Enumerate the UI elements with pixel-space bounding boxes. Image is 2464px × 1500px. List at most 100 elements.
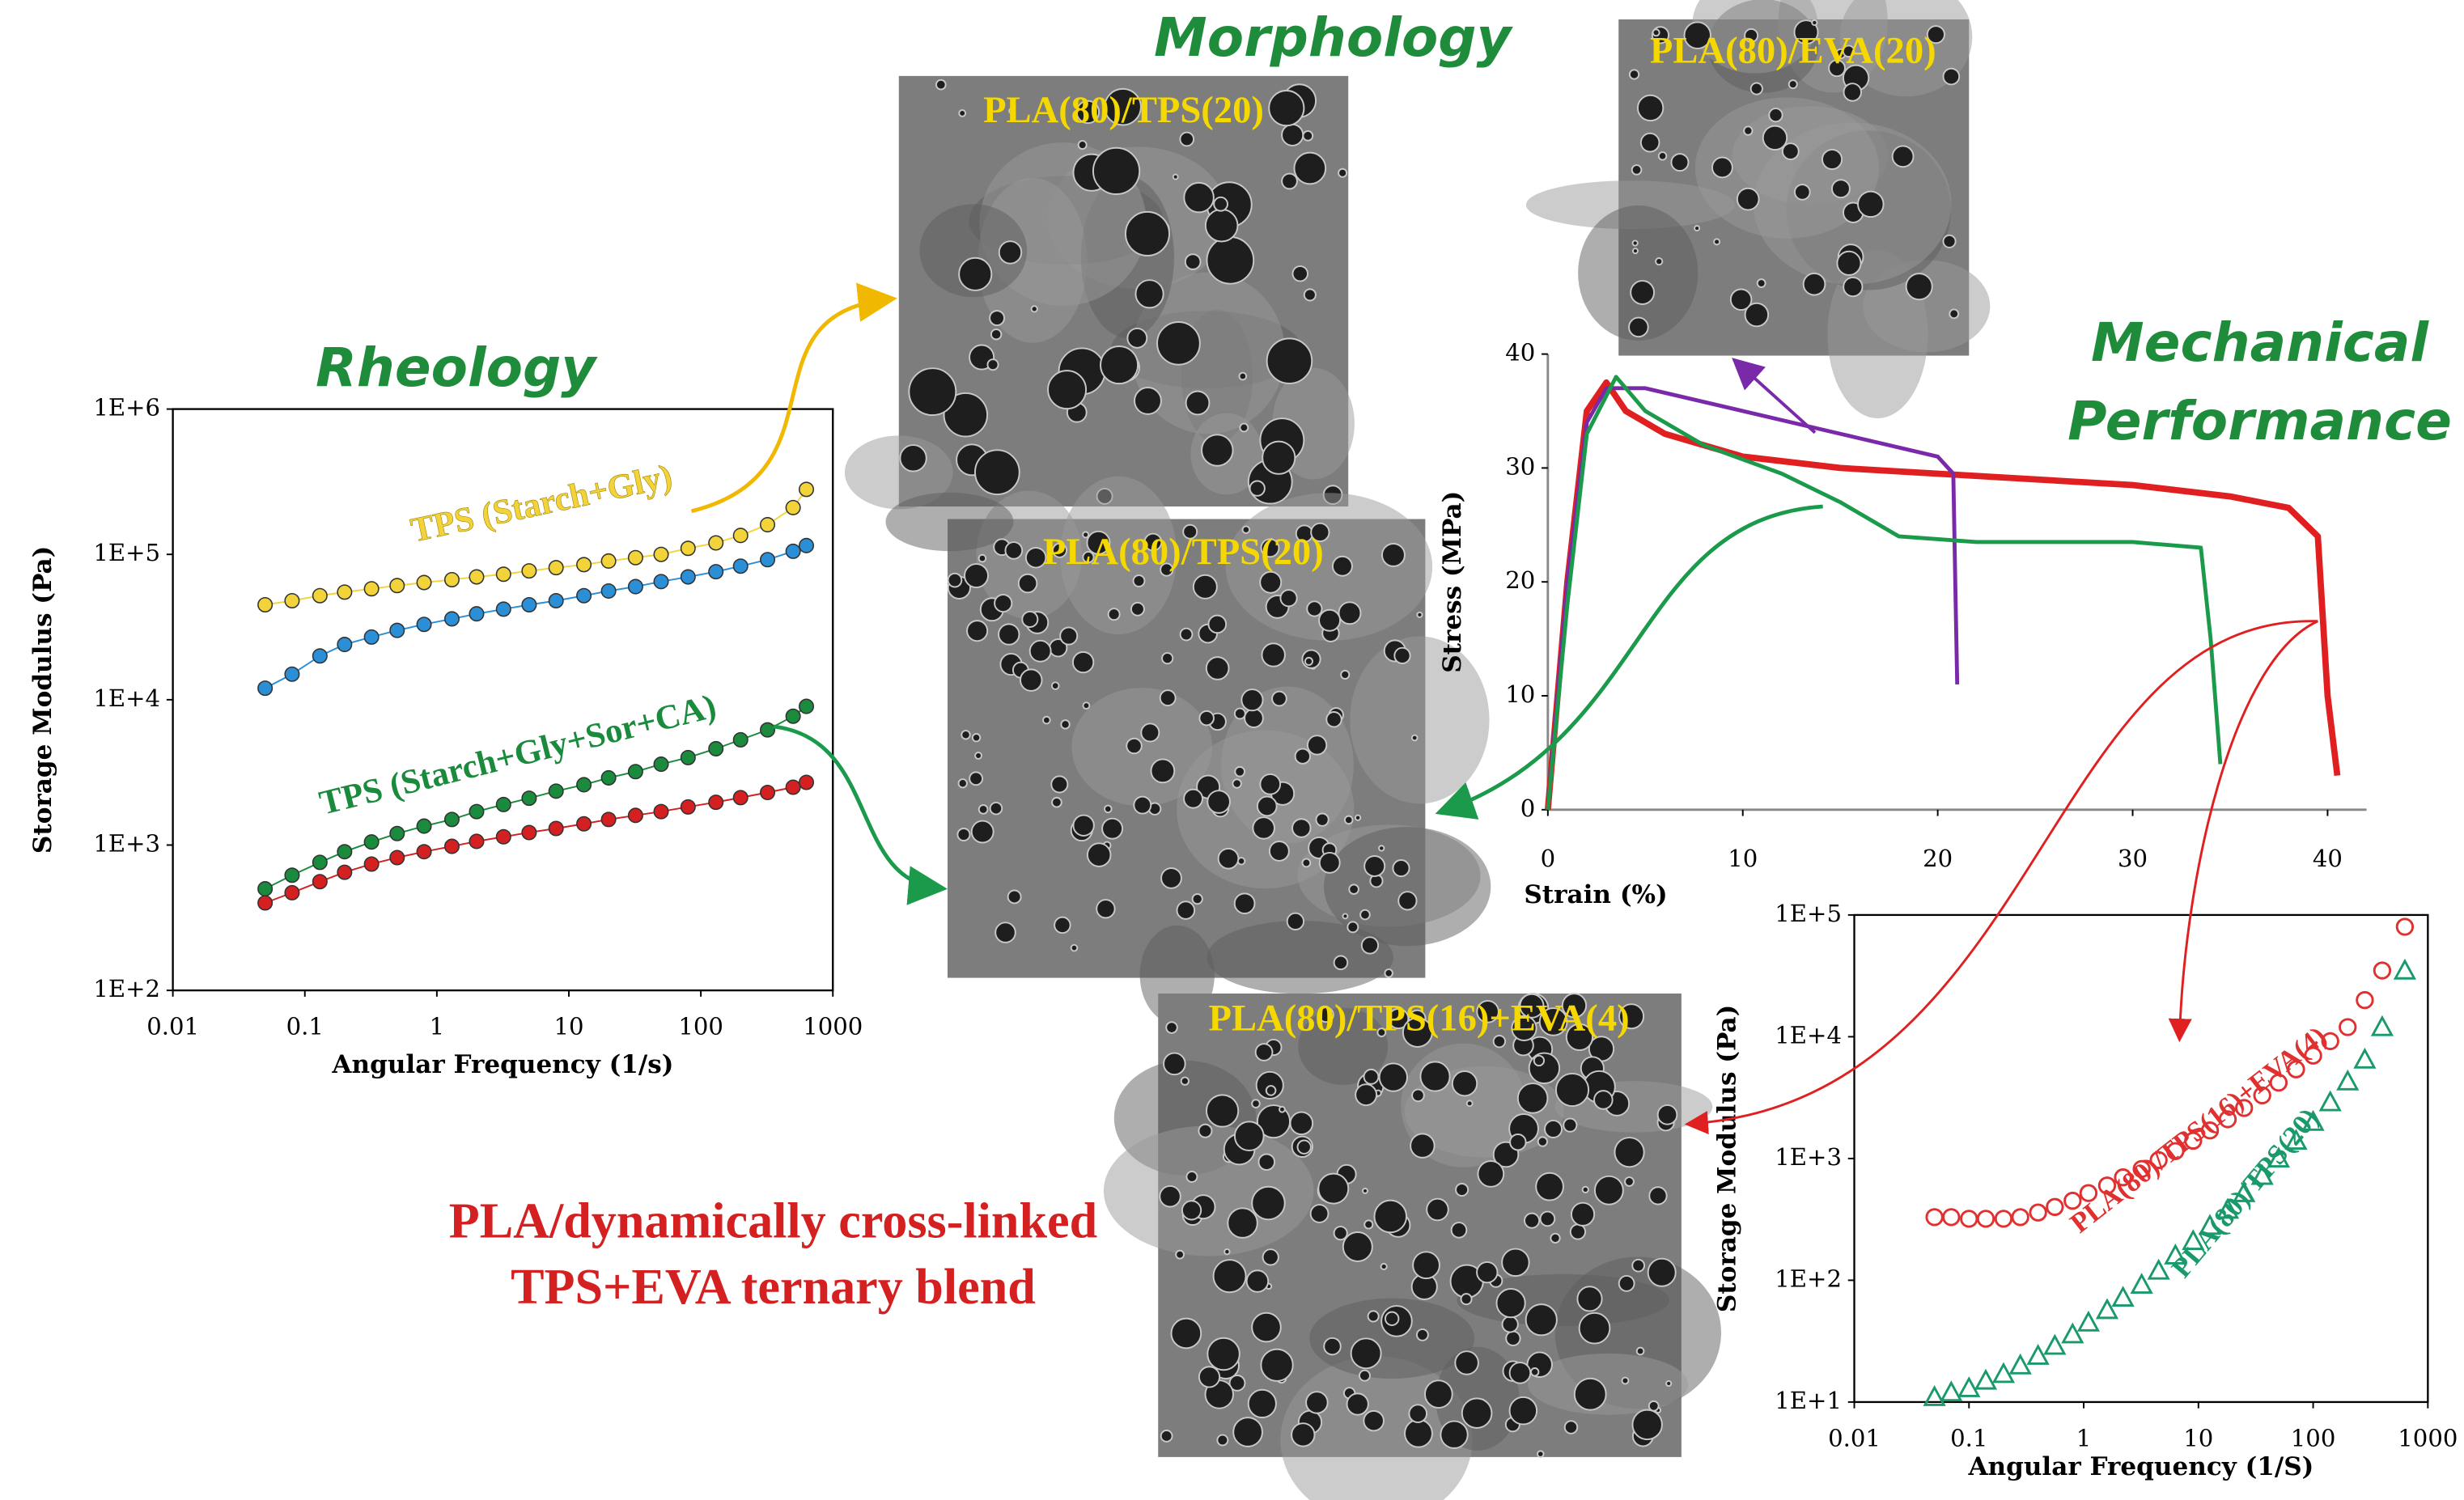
data-point [2250,1163,2274,1185]
sem-texture [1103,1125,1314,1256]
chart: 1E+2 1E+3 1E+4 1E+5 1E+6 0.01 0.1 1 10 100 1000 Ang… [28,337,863,1079]
x-tick-label: 0 [1541,845,1556,872]
sem-pore [1156,320,1201,366]
sem-pore [1004,541,1024,560]
data-point [2114,1168,2132,1187]
data-point [2198,1214,2222,1235]
sem-pore [1126,737,1143,755]
data-point [284,666,300,682]
x-tick-label: 1 [2076,1425,2092,1452]
sem-pore [1216,1434,1229,1447]
sem-pore [1508,1396,1538,1426]
arrows [690,282,2319,1135]
image-caption: PLA(80)/TPS(20) [1043,531,1324,573]
data-point [798,774,815,790]
x-tick-label: 30 [2118,845,2148,872]
data-point [363,581,380,597]
sem-pore [1176,900,1196,920]
data-point [363,856,380,872]
sem-pore [1762,125,1788,151]
sem-pore [1508,1362,1532,1384]
data-point [312,648,328,664]
data-point [2063,1191,2082,1210]
y-tick-label: 40 [1505,339,1535,367]
sem-pore [1206,1094,1240,1128]
sem-pore [1525,1303,1558,1337]
sem-pore [1228,1375,1246,1392]
sem-pore [970,820,995,844]
sem-pore [1416,611,1423,618]
sem-pore [998,623,1020,646]
data-point [521,790,537,807]
sem-pore [1440,1420,1469,1449]
sem-pore [1301,858,1312,868]
sem-pore [1563,1117,1578,1133]
sem-pore [1286,912,1305,930]
data-point [2253,1086,2271,1105]
sem-pore [1303,288,1317,302]
sem-pore [1628,316,1649,338]
y-tick-label: 1E+4 [1775,1021,1842,1049]
sem-pore [1614,1137,1645,1168]
sem-pore [1244,708,1264,728]
data-point [469,833,485,850]
data-point [2011,1208,2029,1227]
sem-pore [1289,1111,1314,1136]
sem-pore [1163,1052,1186,1076]
sem-pore [1495,1288,1526,1319]
data-point [2287,1060,2305,1078]
sem-pore [1505,1330,1521,1346]
data-point [363,629,380,645]
data-point [495,828,511,845]
sem-pore [1529,1367,1540,1377]
x-tick-label: 0.01 [1828,1425,1881,1452]
sem-pore [1639,132,1660,153]
sem-pore [1165,1021,1178,1034]
sem-pore [1291,265,1308,282]
chart: 0 10 20 30 40 0 10 20 30 40 Strain (%) Stress (MPa)… [1438,311,2452,909]
data-point [798,537,815,553]
data-point [785,499,801,515]
sem-pore [1249,480,1266,497]
sem-pore [1251,1185,1286,1221]
sem-pore [1338,167,1348,178]
data-point [2046,1197,2064,1216]
data-point [2132,1159,2151,1179]
data-point [521,597,537,613]
sem-pore [1251,1099,1261,1108]
x-axis-label: Angular Frequency (1/S) [1967,1452,2313,1481]
sem-pore [1133,795,1152,815]
sem-pore [1842,44,1855,58]
data-point [443,838,460,854]
sem-pore [1179,627,1194,642]
sem-pore [1891,145,1915,168]
charts: 1E+21E+31E+41E+51E+60.01 0.1 1 10 100 1000Ang… [28,311,2458,1481]
sem-pore [1185,1171,1198,1183]
sem-pore [994,594,1013,613]
sem-pore [1238,371,1248,381]
sem-pore [1318,851,1341,874]
sem-pore [1528,1052,1561,1084]
data-point [1923,1384,1946,1406]
data-point [2373,961,2392,980]
data-point [2318,1090,2342,1112]
data-point [469,606,485,622]
data-point [363,834,380,850]
data-point [495,796,511,812]
sem-pore [1631,1409,1663,1441]
sem-pore [1670,153,1690,172]
data-point [2008,1353,2032,1375]
sem-pore [1232,1417,1263,1447]
arrow [1435,504,1823,820]
data-point [653,546,669,562]
data-point [2301,1109,2325,1131]
sem-pore [1830,179,1851,199]
sem-pore [1424,1379,1453,1409]
sem-pore [1949,308,1960,320]
data-point [708,564,724,580]
section-heading: Morphology [1154,6,1513,69]
data-point [576,587,592,604]
sem-pore [1185,390,1211,416]
sem-pore [1143,532,1163,552]
sem-pore [1350,1337,1382,1370]
